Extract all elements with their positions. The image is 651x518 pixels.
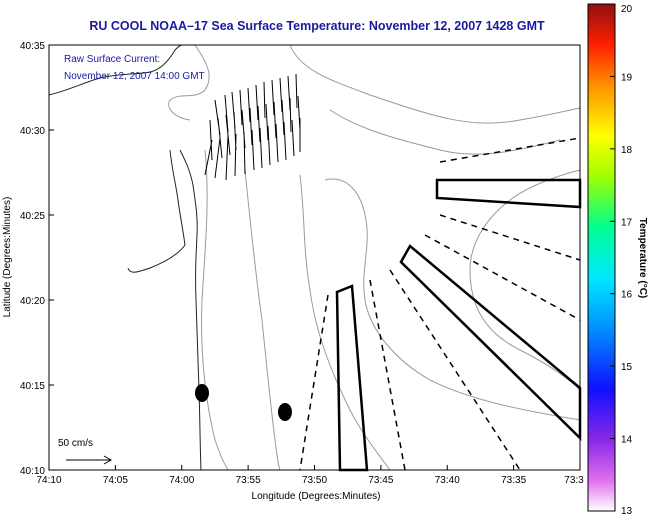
- y-tick-label: 40:10: [20, 466, 45, 477]
- isobath-nearshore: [201, 149, 229, 471]
- dashed-line: [389, 269, 521, 471]
- colorbar-tick-label: 14: [621, 435, 633, 446]
- current-note-line1: Raw Surface Current:: [64, 54, 160, 65]
- radial-dashed-lines: [299, 137, 581, 471]
- velocity-scale-label: 50 cm/s: [58, 438, 93, 449]
- colorbar-tick-label: 17: [621, 217, 633, 228]
- x-axis: 74:10 74:05 74:00 73:55 73:50 73:45 73:40 73:35…: [36, 465, 584, 486]
- y-axis: 40:35 40:30 40:25 40:20 40:15 40:10: [20, 41, 54, 477]
- isobath-channel-west: [244, 169, 281, 471]
- velocity-scale: 50 cm/s: [58, 438, 113, 465]
- x-tick-label: 73:50: [302, 475, 327, 486]
- y-tick-label: 40:20: [20, 296, 45, 307]
- isobath-bay: [168, 44, 210, 121]
- y-tick-label: 40:25: [20, 211, 45, 222]
- x-tick-label: 73:55: [236, 475, 261, 486]
- isobath-shelf-north: [329, 109, 561, 155]
- isobath-outer: [289, 44, 581, 124]
- station-marker: [278, 403, 292, 421]
- velocity-scale-arrow: [66, 455, 113, 465]
- coastline-north: [48, 44, 183, 96]
- colorbar-tick-label: 20: [621, 4, 633, 15]
- colorbar-tick-label: 15: [621, 362, 633, 373]
- y-tick-label: 40:30: [20, 126, 45, 137]
- x-tick-label: 74:05: [103, 475, 128, 486]
- colorbar-tick-label: 18: [621, 145, 633, 156]
- temperature-colorbar: 20 19 18 17 16 15 14 13 Temperature (°C): [587, 3, 648, 517]
- coastline-bay-shore: [127, 149, 186, 273]
- colorbar-tick-label: 13: [621, 506, 633, 517]
- y-axis-label: Latitude (Degrees:Minutes): [2, 197, 13, 318]
- colorbar-tick-label: 16: [621, 290, 633, 301]
- isobath-offshore: [469, 169, 581, 391]
- dashed-line: [439, 137, 581, 163]
- colorbar-tick-label: 19: [621, 72, 633, 83]
- colorbar-ticks: 20 19 18 17 16 15 14 13: [610, 3, 633, 517]
- dashed-line: [299, 294, 329, 471]
- map-panel: Raw Surface Current: November 12, 2007 1…: [48, 44, 582, 472]
- y-tick-label: 40:35: [20, 41, 45, 52]
- x-tick-label: 73:40: [435, 475, 460, 486]
- y-tick-label: 40:15: [20, 381, 45, 392]
- colorbar-gradient: [587, 3, 616, 512]
- dashed-line: [439, 214, 581, 261]
- isobath-ridge: [324, 178, 581, 421]
- x-tick-label: 74:10: [36, 475, 61, 486]
- dashed-line: [424, 234, 581, 321]
- figure-title: RU COOL NOAA–17 Sea Surface Temperature:…: [89, 19, 545, 33]
- colorbar-label: Temperature (°C): [637, 218, 648, 299]
- station-marker: [195, 384, 209, 402]
- x-tick-label: 73:3: [564, 475, 584, 486]
- x-tick-label: 74:00: [169, 475, 194, 486]
- current-vector: [204, 73, 301, 181]
- x-tick-label: 73:45: [368, 475, 393, 486]
- surface-current-vectors: [204, 73, 301, 181]
- current-note-line2: November 12, 2007 14:00 GMT: [64, 71, 205, 82]
- x-axis-label: Longitude (Degrees:Minutes): [252, 491, 381, 502]
- x-tick-label: 73:35: [501, 475, 526, 486]
